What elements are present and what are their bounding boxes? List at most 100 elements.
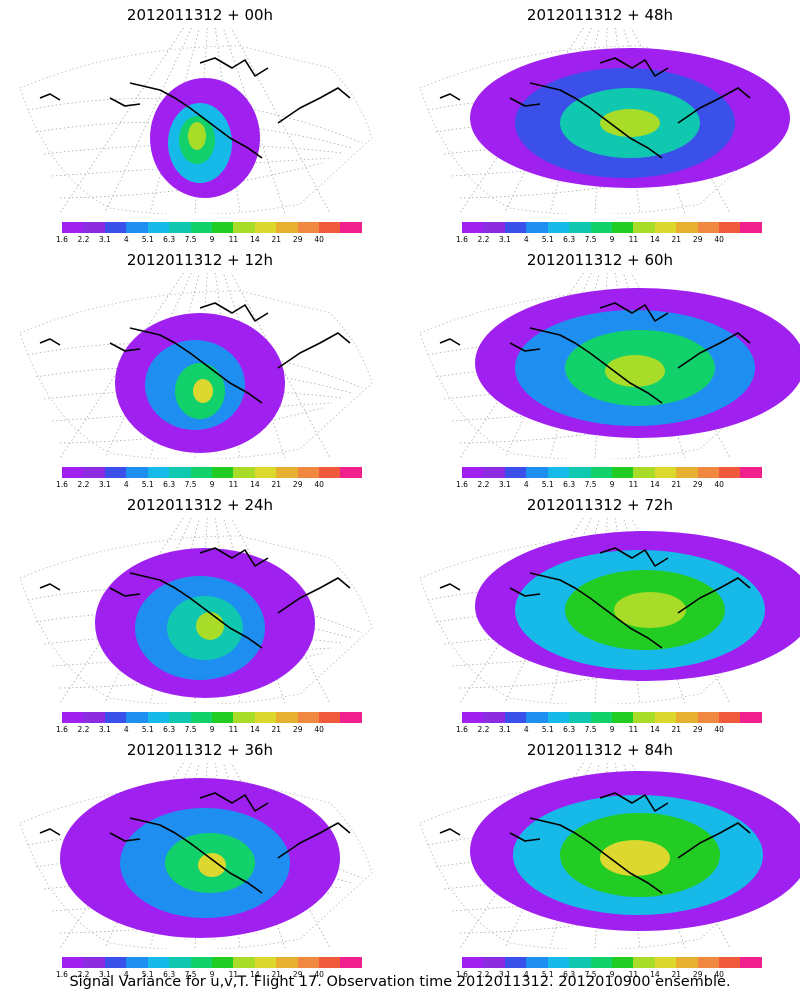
colorbar-label: 14 [250, 970, 260, 979]
colorbar-segment [254, 222, 277, 233]
meridian-line [459, 763, 584, 949]
colorbar-segment [190, 712, 212, 723]
colorbar-segment [319, 712, 341, 723]
colorbar-label: 29 [292, 480, 303, 489]
colorbar-label: 40 [314, 480, 324, 489]
colorbar-label: 21 [271, 480, 282, 489]
colorbar [62, 712, 362, 723]
colorbar-segment [211, 957, 234, 968]
variance-map [419, 28, 790, 214]
colorbar-label: 4 [123, 725, 129, 734]
meridian-line [459, 28, 584, 214]
colorbar-label: 5.1 [541, 725, 554, 734]
colorbar-segment [126, 712, 148, 723]
colorbar-label: 40 [314, 970, 324, 979]
colorbar-segment [611, 712, 634, 723]
colorbar-segment [169, 222, 191, 233]
colorbar-label: 3.1 [498, 480, 511, 489]
colorbar-label: 40 [314, 725, 324, 734]
colorbar-label: 6.3 [163, 235, 176, 244]
colorbar-segment [611, 957, 634, 968]
colorbar [462, 467, 762, 478]
colorbar-segment [697, 222, 720, 233]
colorbar-label: 4 [523, 970, 529, 979]
colorbar-segment [147, 712, 170, 723]
colorbar-segment [740, 957, 762, 968]
colorbar-segment [254, 712, 277, 723]
map-panel-36h: 2012011312 + 36h 1.6 2.2 3.1 4 5.1 6.3 7.5 9 11 1… [0, 735, 400, 980]
colorbar-label: 2.2 [77, 235, 90, 244]
variance-map [19, 28, 373, 214]
colorbar-label: 6.3 [163, 970, 176, 979]
colorbar-segment [526, 467, 548, 478]
colorbar-segment [569, 957, 591, 968]
colorbar-label: 5.1 [141, 480, 154, 489]
colorbar-segment [547, 467, 570, 478]
panel-title: 2012011312 + 72h [526, 496, 674, 514]
variance-map [19, 518, 373, 704]
colorbar-segment [233, 467, 255, 478]
colorbar-segment [340, 467, 362, 478]
variance-contour [600, 109, 660, 137]
colorbar-label: 3.1 [498, 235, 511, 244]
meridian-line [59, 273, 184, 459]
colorbar-segment [654, 957, 677, 968]
colorbar-segment [611, 222, 634, 233]
colorbar-label: 11 [628, 235, 639, 244]
colorbar-segment [254, 957, 277, 968]
colorbar-label: 21 [271, 235, 282, 244]
colorbar-segment [504, 467, 527, 478]
colorbar-segment [233, 712, 255, 723]
colorbar-label: 1.6 [456, 480, 468, 489]
colorbar [462, 222, 762, 233]
colorbar-segment [654, 222, 677, 233]
panel-title: 2012011312 + 36h [126, 741, 274, 759]
colorbar-segment [254, 467, 277, 478]
map-panel-12h: 2012011312 + 12h 1.6 2.2 3.1 4 5.1 6.3 7.5 9 11 1… [0, 245, 400, 490]
colorbar-label: 7.5 [184, 480, 197, 489]
colorbar-segment [62, 957, 84, 968]
colorbar-segment [104, 222, 127, 233]
colorbar-segment [126, 957, 148, 968]
colorbar-label: 29 [292, 235, 303, 244]
colorbar-segment [740, 467, 762, 478]
colorbar-segment [697, 467, 720, 478]
map-panel-84h: 2012011312 + 84h 1.6 2.2 3.1 4 5.1 6.3 7.5 9 11 1… [400, 735, 800, 980]
colorbar-segment [276, 222, 298, 233]
colorbar-label: 11 [628, 480, 639, 489]
colorbar-segment [233, 222, 255, 233]
colorbar-label: 9 [209, 480, 215, 489]
colorbar-labels: 1.6 2.2 3.1 4 5.1 6.3 7.5 9 11 14 21 29 40 [56, 725, 362, 735]
meridian-line [59, 28, 184, 214]
colorbar-label: 11 [228, 725, 239, 734]
colorbar-segment [462, 957, 484, 968]
map-content [19, 28, 373, 214]
colorbar-label: 3.1 [98, 725, 111, 734]
colorbar-segment [319, 222, 341, 233]
colorbar-label: 29 [692, 725, 703, 734]
coastline [39, 547, 351, 649]
colorbar-segment [190, 222, 212, 233]
colorbar-label: 29 [292, 970, 303, 979]
meridian-line [59, 518, 184, 704]
map-content [19, 273, 373, 459]
colorbar-label: 11 [228, 235, 239, 244]
meridian-line [459, 273, 584, 459]
colorbar-segment [211, 712, 234, 723]
colorbar-label: 14 [650, 970, 660, 979]
colorbar-label: 21 [671, 235, 682, 244]
meridian-line [459, 518, 584, 704]
colorbar-label: 40 [714, 480, 724, 489]
variance-map [419, 518, 800, 704]
coastline [439, 792, 751, 894]
colorbar-label: 14 [650, 725, 660, 734]
colorbar-segment [676, 712, 698, 723]
colorbar-segment [697, 712, 720, 723]
variance-contour [614, 592, 686, 628]
colorbar-label: 5.1 [541, 970, 554, 979]
colorbar-label: 14 [650, 480, 660, 489]
colorbar-label: 29 [692, 970, 703, 979]
colorbar-label: 14 [250, 725, 260, 734]
colorbar [62, 467, 362, 478]
colorbar-segment [504, 222, 527, 233]
